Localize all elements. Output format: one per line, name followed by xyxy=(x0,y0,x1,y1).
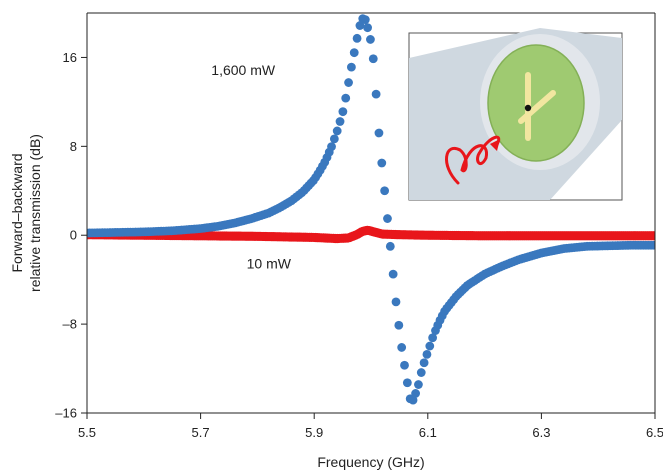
high-power-point xyxy=(397,343,407,352)
high-power-point xyxy=(400,360,409,370)
high-power-point xyxy=(425,341,435,351)
high-power-point xyxy=(388,269,398,279)
high-power-point xyxy=(368,54,378,64)
x-tick-label: 5.7 xyxy=(192,425,210,440)
high-power-point xyxy=(402,378,412,388)
series-1600mw xyxy=(87,14,655,405)
high-power-point xyxy=(335,117,345,126)
inset-sphere xyxy=(487,44,585,162)
high-power-point xyxy=(349,48,359,58)
x-tick-label: 6.1 xyxy=(419,425,437,440)
inset-center-dot xyxy=(524,104,532,112)
x-ticks: 5.5 5.7 5.9 6.1 6.3 6.5 xyxy=(78,413,663,440)
x-tick-label: 6.5 xyxy=(646,425,663,440)
y-tick-label: 0 xyxy=(70,228,77,243)
inset-arrow-head xyxy=(490,139,500,151)
high-power-point xyxy=(355,21,365,30)
y-tick-label: –16 xyxy=(55,406,77,421)
annotation-10mw: 10 mW xyxy=(247,256,292,272)
annotation-1600mw: 1,600 mW xyxy=(211,62,276,78)
y-tick-label: 16 xyxy=(63,50,77,65)
high-power-point xyxy=(329,134,339,144)
high-power-point xyxy=(371,89,381,99)
inset-rod-2 xyxy=(518,90,556,124)
high-power-point xyxy=(411,389,420,398)
high-power-point xyxy=(366,35,375,44)
high-power-point xyxy=(347,62,356,72)
high-power-point xyxy=(385,241,395,251)
high-power-point xyxy=(649,240,655,250)
high-power-point xyxy=(383,214,392,223)
high-power-point xyxy=(332,126,342,136)
high-power-point xyxy=(341,93,351,103)
high-power-point xyxy=(377,158,387,168)
high-power-point xyxy=(363,23,372,33)
x-tick-label: 5.9 xyxy=(305,425,323,440)
x-tick-label: 5.5 xyxy=(78,425,96,440)
inset-illustration xyxy=(408,28,623,201)
y-ticks: –16 –8 0 8 16 xyxy=(55,50,87,421)
y-axis-title-line2: relative transmission (dB) xyxy=(27,134,43,292)
low-power-point xyxy=(648,231,655,241)
high-power-point xyxy=(338,107,348,117)
high-power-point xyxy=(352,33,362,43)
x-axis-title: Frequency (GHz) xyxy=(317,454,424,470)
y-tick-label: 8 xyxy=(70,139,77,154)
high-power-point xyxy=(408,395,418,405)
high-power-point xyxy=(380,186,390,196)
series-10mw xyxy=(87,225,655,244)
high-power-point xyxy=(428,333,438,343)
high-power-point xyxy=(327,142,336,152)
high-power-point xyxy=(391,297,401,307)
high-power-point xyxy=(419,358,429,368)
high-power-point xyxy=(344,78,353,87)
y-tick-label: –8 xyxy=(63,317,77,332)
high-power-point xyxy=(360,15,370,25)
high-power-point xyxy=(422,349,432,359)
inset-spiral-arrow xyxy=(444,135,501,185)
high-power-point xyxy=(374,128,384,138)
high-power-point xyxy=(394,320,404,330)
y-axis-title-line1: Forward–backward xyxy=(9,153,25,272)
x-tick-label: 6.3 xyxy=(532,425,550,440)
high-power-point xyxy=(414,380,423,389)
high-power-point xyxy=(416,368,426,377)
